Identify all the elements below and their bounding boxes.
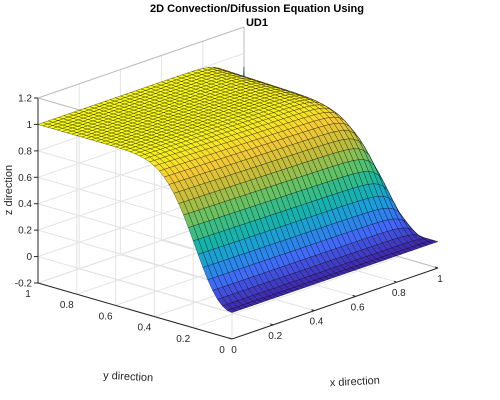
x-axis-line xyxy=(231,267,439,340)
x-tick-mark xyxy=(311,309,315,312)
y-tick-label: 0.2 xyxy=(176,334,190,345)
y-tick-label: 0.4 xyxy=(137,323,151,334)
surface xyxy=(37,66,439,313)
z-tick-label: 1.2 xyxy=(18,94,32,105)
x-tick-label: 0.6 xyxy=(351,302,365,313)
x-axis-label: x direction xyxy=(329,375,380,390)
floor-grid-line xyxy=(193,256,400,329)
z-tick-label: 0.8 xyxy=(18,146,32,157)
side-wall-grid-line xyxy=(37,256,233,314)
x-tick-label: 0.8 xyxy=(392,288,406,299)
x-tick-mark xyxy=(270,323,274,326)
tick-labels: 00.20.40.60.8100.20.40.60.81-0.200.20.40… xyxy=(15,94,443,357)
z-tick-label: 0.2 xyxy=(18,226,32,237)
chart-title-line1: 2D Convection/Difussion Equation Using xyxy=(150,3,364,15)
z-tick-label: 0.4 xyxy=(18,199,32,210)
x-tick-label: 0.2 xyxy=(268,331,282,342)
z-tick-label: 0.6 xyxy=(18,173,32,184)
y-tick-label: 0 xyxy=(219,345,225,356)
chart-title-line2: UD1 xyxy=(246,17,268,29)
x-tick-label: 1 xyxy=(437,274,443,285)
side-wall-grid-line xyxy=(37,229,233,287)
y-tick-label: 1 xyxy=(25,289,31,300)
x-tick-mark xyxy=(228,337,233,340)
z-tick-label: 0 xyxy=(26,252,32,263)
y-tick-label: 0.8 xyxy=(60,300,74,311)
z-axis-label: z direction xyxy=(3,165,15,215)
x-tick-mark xyxy=(393,280,397,283)
x-tick-mark xyxy=(352,294,356,297)
surface-patch xyxy=(427,239,439,244)
y-tick-label: 0.6 xyxy=(99,311,113,322)
box-edge xyxy=(37,26,245,99)
y-axis-label: y direction xyxy=(103,370,154,385)
x-tick-label: 0.4 xyxy=(309,317,323,328)
x-tick-label: 0 xyxy=(231,345,237,356)
z-tick-label: -0.2 xyxy=(15,279,33,290)
y-axis-line xyxy=(37,282,233,340)
x-tick-mark xyxy=(434,266,439,269)
z-tick-label: 1 xyxy=(26,120,32,131)
